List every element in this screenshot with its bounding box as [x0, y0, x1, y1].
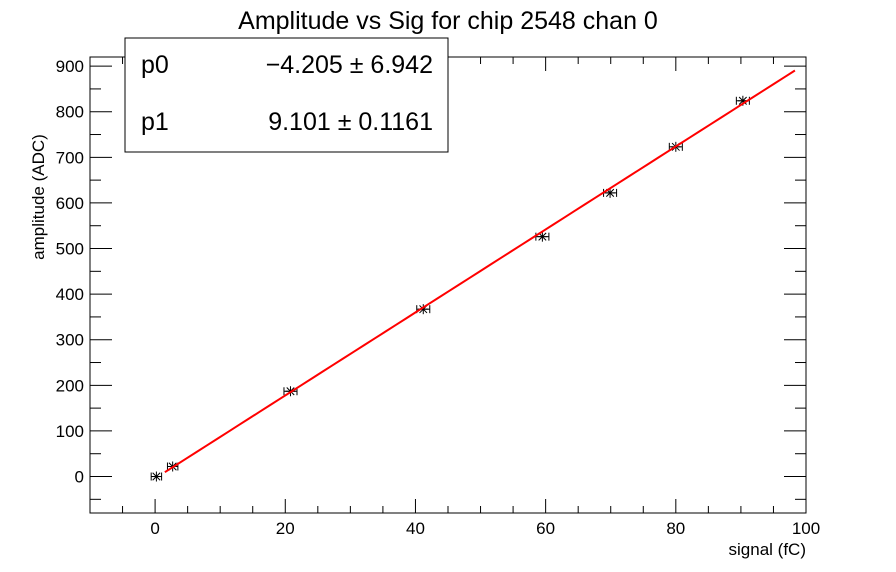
y-tick-label: 900	[56, 57, 84, 76]
chart-title: Amplitude vs Sig for chip 2548 chan 0	[238, 7, 658, 35]
stats-p1-name: p1	[141, 108, 169, 136]
x-axis-tick-labels: 0 20 40 60 80 100	[150, 519, 820, 538]
data-point	[603, 187, 618, 198]
y-axis-label: amplitude (ADC)	[29, 134, 48, 260]
marker-stroke	[605, 188, 615, 197]
x-tick-label: 100	[792, 519, 820, 538]
y-tick-label: 500	[56, 240, 84, 259]
stats-p0-value: −4.205 ± 6.942	[266, 51, 433, 79]
y-tick-label: 600	[56, 194, 84, 213]
y-tick-label: 800	[56, 103, 84, 122]
y-axis-tick-labels: 0 100 200 300 400 500 600 700 800 900	[56, 57, 84, 486]
stats-p1-value: 9.101 ± 0.1161	[268, 108, 433, 136]
y-axis-ticks	[90, 65, 806, 500]
stats-box: p0 −4.205 ± 6.942 p1 9.101 ± 0.1161	[124, 37, 449, 153]
x-tick-label: 0	[150, 519, 159, 538]
marker-stroke	[538, 232, 547, 241]
y-tick-label: 0	[75, 468, 84, 487]
x-tick-label: 80	[666, 519, 685, 538]
stats-box-frame	[124, 37, 449, 153]
x-tick-label: 40	[406, 519, 425, 538]
stats-p0-name: p0	[141, 51, 169, 79]
data-point	[150, 471, 163, 482]
x-tick-label: 60	[536, 519, 555, 538]
fit-line	[164, 69, 796, 474]
y-tick-label: 300	[56, 331, 84, 350]
x-axis-label: signal (fC)	[729, 540, 806, 559]
y-tick-label: 700	[56, 148, 84, 167]
marker-stroke	[152, 472, 161, 481]
y-tick-label: 400	[56, 285, 84, 304]
marker-stroke	[738, 96, 747, 105]
y-tick-label: 200	[56, 376, 84, 395]
x-tick-label: 20	[276, 519, 295, 538]
data-points	[150, 95, 750, 482]
y-tick-label: 100	[56, 422, 84, 441]
